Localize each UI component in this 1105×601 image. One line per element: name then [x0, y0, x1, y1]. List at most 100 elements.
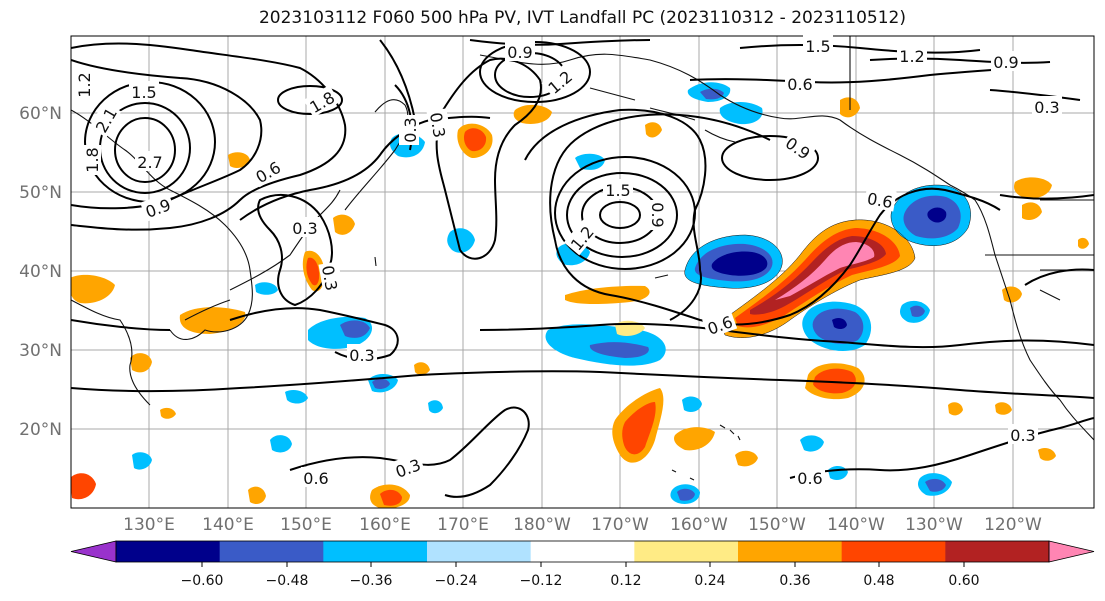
contour-label-bg: [318, 261, 344, 295]
fill-outlines: [684, 184, 971, 338]
contour-label: 0.6: [303, 469, 328, 488]
colorbar-tick-label: 0.60: [948, 573, 979, 589]
contour-label-bg: [803, 35, 833, 55]
colorbar-tick-label: 0.24: [694, 573, 725, 589]
colorbar-tick-label: −0.48: [266, 573, 309, 589]
contour-label-bg: [135, 151, 165, 171]
contour-label-bg: [541, 63, 578, 99]
contour-label-bg: [603, 179, 633, 199]
contour-label-bg: [301, 467, 331, 487]
contour-label-bg: [702, 309, 738, 339]
contour-label-bg: [863, 186, 897, 212]
contour-label: 0.6: [787, 75, 812, 94]
lat-tick-label: 50°N: [19, 183, 62, 203]
contour-label: 2.7: [137, 153, 162, 172]
lat-labels: 60°N 50°N 40°N 30°N 20°N: [19, 104, 62, 440]
contour-label: 0.9: [648, 202, 667, 227]
colorbar-ticks: −0.60 −0.48 −0.36 −0.24 −0.12 0.12 0.24 0.36 0.4…: [181, 562, 980, 589]
contour-label-bg: [785, 73, 815, 93]
lon-tick-label: 130°W: [905, 515, 963, 535]
colorbar-extend-max: [1048, 540, 1095, 563]
colorbar-segment: [219, 541, 324, 562]
contour-label-bg: [347, 344, 377, 364]
lon-tick-label: 140°E: [202, 515, 254, 535]
contour-label: 1.2: [899, 47, 924, 66]
contour-label: 0.9: [507, 43, 532, 62]
contour-label: 0.3: [292, 219, 317, 238]
contour-label: 0.6: [866, 189, 894, 212]
contour-label-bg: [73, 70, 93, 100]
contour-label-bg: [1008, 424, 1038, 444]
lon-labels: 130°E 140°E 150°E 160°E 170°E 180°W 170°W 160°W…: [123, 515, 1042, 535]
contour-label-bg: [991, 51, 1021, 71]
contour-label-bg: [88, 101, 122, 138]
map-panel: [71, 36, 1094, 508]
contour-label-bg: [303, 84, 340, 118]
contour-label-bg: [563, 219, 599, 256]
contour-label-bg: [81, 145, 101, 175]
contour-label: 1.5: [805, 37, 830, 56]
lon-tick-label: 150°E: [280, 515, 332, 535]
pv-anomaly-fills: [71, 82, 1089, 508]
lon-tick-label: 140°W: [827, 515, 885, 535]
contour-label-bg: [290, 217, 320, 237]
colorbar-segment: [116, 541, 221, 562]
colorbar-segment: [323, 541, 428, 562]
contour-label-bg: [399, 115, 419, 145]
contour-label-bg: [129, 81, 159, 101]
colorbar: [70, 540, 1095, 563]
colorbar-segment: [738, 541, 843, 562]
colorbar-tick-label: −0.12: [520, 573, 563, 589]
contour-label: 1.8: [83, 147, 102, 172]
contour-label: 0.3: [401, 117, 420, 142]
lat-tick-label: 40°N: [19, 262, 62, 282]
contour-label: 0.9: [993, 53, 1018, 72]
map-frame: [70, 35, 1095, 509]
colorbar-segment: [530, 541, 635, 562]
contour-label-bg: [649, 200, 669, 230]
lat-tick-label: 20°N: [19, 420, 62, 440]
lat-tick-label: 60°N: [19, 104, 62, 124]
colorbar-tick-label: −0.24: [435, 573, 478, 589]
contour-label: 0.3: [318, 264, 341, 292]
colorbar-segment: [841, 541, 946, 562]
colorbar-tick-label: 0.48: [863, 573, 894, 589]
colorbar-extend-min: [70, 540, 117, 563]
contour-label: 0.3: [349, 346, 374, 365]
colorbar-tick-label: 0.12: [610, 573, 641, 589]
contour-label: 1.2: [75, 72, 94, 97]
colorbar-tick-label: −0.36: [350, 573, 393, 589]
contour-label: 0.6: [797, 469, 822, 488]
contour-label-bg: [780, 130, 817, 164]
map-title: 2023103112 F060 500 hPa PV, IVT Landfall…: [258, 8, 906, 28]
contour-label-bg: [505, 41, 535, 61]
lon-tick-label: 170°E: [437, 515, 489, 535]
colorbar-segment: [427, 541, 532, 562]
lon-tick-label: 160°W: [670, 515, 728, 535]
lon-tick-label: 120°W: [984, 515, 1042, 535]
contour-label: 0.3: [1034, 98, 1059, 117]
lon-tick-label: 130°E: [123, 515, 175, 535]
lon-tick-label: 170°W: [591, 515, 649, 535]
colorbar-segment: [945, 541, 1050, 562]
colorbar-segment: [634, 541, 739, 562]
contour-label-bg: [897, 45, 927, 65]
contour-label: 0.3: [426, 111, 449, 139]
contour-label: 0.3: [1010, 426, 1035, 445]
contour-label-bg: [140, 192, 176, 222]
lat-tick-label: 30°N: [19, 341, 62, 361]
contour-label-bg: [1032, 96, 1062, 116]
contour-label-bg: [426, 108, 452, 142]
contour-label: 1.5: [605, 181, 630, 200]
contour-label: 1.5: [131, 83, 156, 102]
colorbar-frame: [115, 540, 1050, 563]
colorbar-tick-label: 0.36: [779, 573, 810, 589]
contour-label-bg: [249, 154, 286, 188]
lon-tick-label: 180°W: [513, 515, 571, 535]
contour-label-bg: [390, 452, 426, 482]
lon-tick-label: 150°W: [748, 515, 806, 535]
colorbar-tick-label: −0.60: [181, 573, 224, 589]
lon-tick-label: 160°E: [359, 515, 411, 535]
contour-label-bg: [795, 467, 825, 487]
